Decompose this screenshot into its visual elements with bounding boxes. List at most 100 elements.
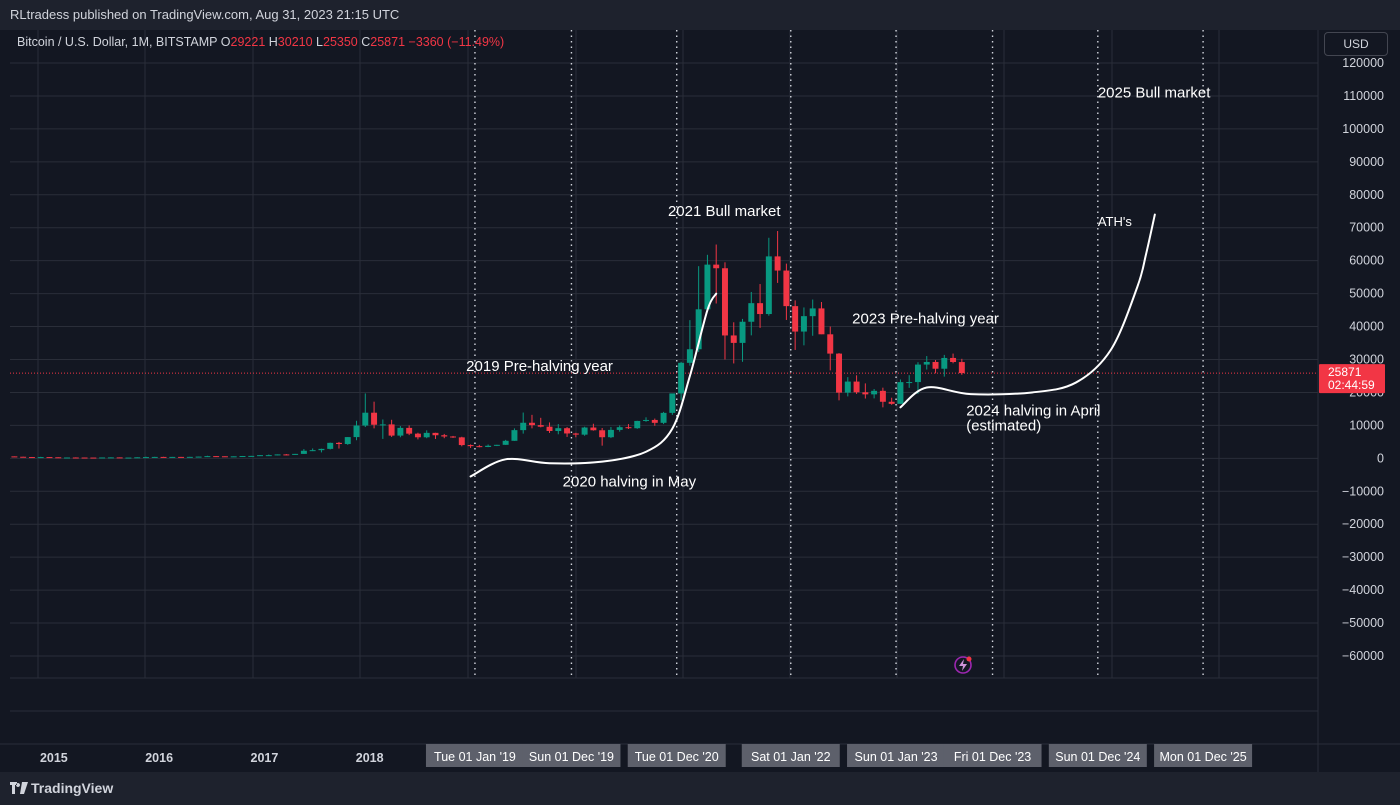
date-tag: Sun 01 Jan '23 — [847, 744, 946, 767]
candle — [362, 393, 369, 428]
candle — [686, 320, 693, 366]
candle-body — [274, 454, 281, 456]
candle — [493, 444, 500, 447]
candle — [827, 326, 834, 371]
candle — [607, 427, 614, 439]
date-tag-label: Mon 01 Dec '25 — [1160, 750, 1247, 764]
candle-body — [572, 433, 579, 435]
candle-body — [441, 435, 448, 437]
tradingview-logo[interactable]: TradingView — [10, 780, 113, 796]
candle-body — [485, 445, 492, 448]
annotation-label: 2019 Pre-halving year — [466, 358, 613, 375]
candle — [958, 358, 965, 375]
tradingview-logo-text: TradingView — [31, 780, 114, 796]
candle — [186, 456, 193, 458]
lightning-icon-dot — [966, 656, 972, 662]
price-tick-label: −20000 — [1342, 517, 1384, 531]
candle-body — [388, 424, 395, 436]
candle-body — [871, 390, 878, 395]
candle — [520, 412, 527, 434]
candle-body — [107, 457, 114, 459]
candle-body — [81, 457, 88, 459]
candle — [37, 456, 44, 459]
close-label: C — [361, 35, 371, 49]
price-tick-label: −30000 — [1342, 550, 1384, 564]
date-marker-lines — [474, 30, 1204, 678]
candle — [485, 444, 492, 448]
candle — [327, 442, 334, 450]
symbol-name: Bitcoin / U.S. Dollar, 1M, BITSTAMP — [17, 35, 218, 49]
projection-curve-2019-2021 — [469, 292, 718, 478]
candle-body — [564, 428, 571, 434]
candle — [914, 362, 921, 394]
candle — [81, 457, 88, 459]
candle — [572, 432, 579, 438]
candle — [906, 375, 913, 388]
date-tag-bg — [627, 744, 726, 767]
date-tag-bg — [1154, 744, 1253, 767]
price-axis-labels: 1200001100001000009000080000700006000050… — [1342, 56, 1384, 663]
annotation-label: 2023 Pre-halving year — [852, 310, 999, 327]
candle-body — [362, 412, 369, 426]
price-tick-label: 90000 — [1349, 155, 1384, 169]
date-tag-bg — [522, 744, 621, 767]
chart-area[interactable]: 2019 Pre-halving year 2020 halving in May… — [0, 30, 1400, 772]
candle-body — [932, 361, 939, 369]
candle — [599, 428, 606, 446]
candle-body — [827, 334, 834, 354]
candle — [318, 448, 325, 453]
candle-body — [11, 456, 18, 458]
candle — [678, 361, 685, 401]
candle — [660, 411, 667, 425]
candle — [669, 393, 676, 415]
candle — [739, 318, 746, 362]
legend-close: C25871 — [361, 35, 405, 49]
price-tick-label: 0 — [1377, 451, 1384, 465]
tradingview-logo-icon — [10, 782, 28, 794]
candle — [888, 397, 895, 405]
candle — [774, 231, 781, 283]
candle-body — [616, 427, 623, 430]
candle-body — [599, 430, 606, 438]
candle-body — [625, 427, 632, 429]
candle-body — [941, 357, 948, 369]
candle-body — [651, 419, 658, 423]
candle-body — [713, 264, 720, 269]
date-tag-label: Sun 01 Dec '24 — [1055, 750, 1140, 764]
candle — [20, 456, 27, 458]
candle-body — [116, 457, 123, 459]
date-tag: Sun 01 Dec '19 — [522, 744, 621, 767]
candlestick-chart[interactable]: 2019 Pre-halving year 2020 halving in May… — [0, 30, 1400, 772]
candle-body — [809, 308, 816, 317]
candle — [721, 262, 728, 360]
candle-body — [914, 364, 921, 383]
candle-body — [432, 432, 439, 436]
price-tick-label: −40000 — [1342, 583, 1384, 597]
date-tag: Fri 01 Dec '23 — [943, 744, 1042, 767]
date-tag-label: Tue 01 Jan '19 — [434, 750, 516, 764]
currency-button[interactable]: USD — [1324, 32, 1388, 56]
high-label: H — [268, 35, 278, 49]
candle — [221, 456, 228, 458]
date-tag: Tue 01 Dec '20 — [627, 744, 726, 767]
footer-bar: TradingView — [0, 772, 1400, 805]
candle — [458, 436, 465, 447]
date-tag-bg — [425, 744, 524, 767]
price-tick-label: 120000 — [1342, 56, 1384, 70]
candle — [923, 356, 930, 370]
candle-body — [467, 445, 474, 447]
date-tag: Sat 01 Jan '22 — [741, 744, 840, 767]
candle — [300, 449, 307, 454]
candle-body — [55, 457, 62, 459]
candle — [379, 419, 386, 439]
candle-body — [958, 362, 965, 374]
candle-body — [879, 390, 886, 402]
candle — [116, 457, 123, 459]
candle — [792, 300, 799, 350]
date-tag: Sun 01 Dec '24 — [1048, 744, 1147, 767]
grid-lines — [10, 30, 1318, 678]
annotation-label: 2025 Bull market — [1098, 85, 1211, 102]
candle — [950, 353, 957, 364]
candle-body — [783, 270, 790, 307]
